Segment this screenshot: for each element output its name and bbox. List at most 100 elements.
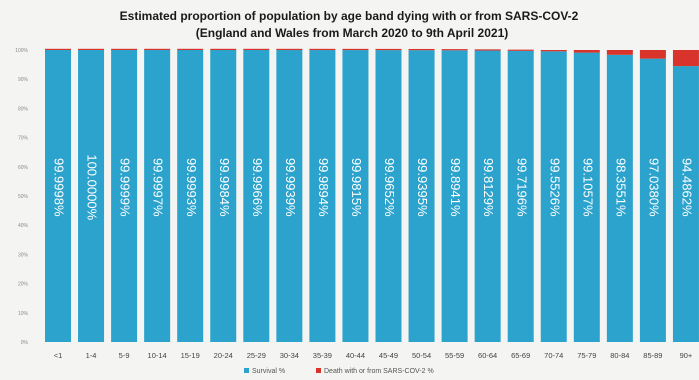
x-axis: <1 1-4 5-9 10-14 15-19 20-24 25-29 30-34 35-39 40… (54, 351, 693, 360)
legend-label-death: Death with or from SARS-COV-2 % (324, 368, 434, 375)
chart-title: Estimated proportion of population by ag… (120, 9, 579, 23)
bar-death (111, 48, 138, 51)
bar-death (243, 48, 270, 51)
bar-survival (573, 52, 600, 342)
x-tick-label: 70-74 (544, 351, 563, 360)
y-tick-label: 20% (18, 282, 29, 288)
y-tick-label: 80% (18, 106, 29, 112)
x-tick-label: 80-84 (610, 351, 629, 360)
data-label: 99.9894% (316, 158, 331, 217)
legend-swatch-survival (244, 368, 249, 373)
bar-death (144, 48, 171, 51)
bar-survival (342, 50, 369, 343)
x-tick-label: 20-24 (214, 351, 233, 360)
x-tick-label: 55-59 (445, 351, 464, 360)
data-label: 99.9939% (283, 158, 298, 217)
data-label: 94.4862% (680, 158, 695, 217)
bar-survival (375, 50, 402, 342)
bar-death (474, 49, 501, 51)
y-axis: 0% 10% 20% 30% 40% 50% 60% 70% 80% 90% 100% (15, 48, 28, 346)
data-label: 99.7196% (514, 158, 529, 217)
y-tick-label: 50% (18, 194, 29, 200)
bar-death (606, 50, 633, 55)
data-label: 99.8941% (448, 158, 463, 217)
y-tick-label: 40% (18, 223, 29, 229)
bar-survival (672, 66, 699, 343)
bar-death (441, 49, 468, 51)
bar-death (408, 48, 435, 51)
bar-survival (408, 50, 435, 342)
bar-death (375, 48, 402, 51)
data-label: 99.9993% (184, 158, 199, 217)
bar-survival (639, 58, 666, 342)
bars: 99.9998% 100.0000% 99.9999% 99.9997% 99.9993… (45, 48, 699, 343)
x-tick-label: 25-29 (247, 351, 266, 360)
bar-death (672, 50, 699, 67)
bar-death (45, 48, 71, 51)
bar-survival (111, 50, 138, 342)
x-tick-label: 65-69 (511, 351, 530, 360)
x-tick-label: 90+ (680, 351, 693, 360)
data-label: 97.0380% (646, 158, 661, 217)
x-tick-label: <1 (54, 351, 63, 360)
y-tick-label: 0% (21, 340, 29, 346)
data-label: 99.9395% (415, 158, 430, 217)
y-tick-label: 60% (18, 165, 29, 171)
bar-death (573, 50, 600, 53)
bar-survival (243, 50, 270, 343)
bar-survival (210, 50, 237, 343)
data-label: 99.1057% (580, 158, 595, 217)
bar-survival (606, 54, 633, 343)
x-tick-label: 40-44 (346, 351, 365, 360)
data-label: 99.9999% (118, 158, 133, 217)
bar-survival (441, 50, 468, 342)
x-tick-label: 15-19 (181, 351, 200, 360)
y-tick-label: 10% (18, 311, 29, 317)
data-label: 100.0000% (85, 154, 100, 220)
x-tick-label: 5-9 (119, 351, 130, 360)
bar-survival (276, 50, 303, 342)
data-label: 99.9815% (349, 158, 364, 217)
data-label: 99.9984% (217, 158, 232, 217)
x-tick-label: 10-14 (148, 351, 167, 360)
bar-survival (507, 50, 534, 343)
bar-death (78, 48, 105, 50)
y-tick-label: 90% (18, 77, 29, 83)
bar-death (276, 48, 303, 51)
legend-swatch-death (316, 368, 321, 373)
y-tick-label: 70% (18, 136, 29, 142)
x-tick-label: 30-34 (280, 351, 299, 360)
bar-death (342, 48, 369, 51)
x-tick-label: 45-49 (379, 351, 398, 360)
bar-death (309, 48, 336, 51)
bar-survival (78, 50, 105, 342)
bar-death (639, 50, 666, 59)
data-label: 99.9997% (151, 158, 166, 217)
data-label: 99.9966% (250, 158, 265, 217)
data-label: 99.8129% (481, 158, 496, 217)
bar-survival (309, 50, 336, 343)
bar-survival (540, 51, 567, 343)
data-label: 98.3551% (613, 158, 628, 217)
x-tick-label: 50-54 (412, 351, 431, 360)
bar-survival (144, 50, 171, 342)
x-tick-label: 1-4 (86, 351, 97, 360)
chart-subtitle: (England and Wales from March 2020 to 9t… (196, 26, 509, 40)
legend-label-survival: Survival % (252, 368, 285, 375)
bar-survival (474, 50, 501, 343)
data-label: 99.5526% (547, 158, 562, 217)
data-label: 99.9998% (52, 158, 67, 217)
bar-death (210, 48, 237, 51)
legend: Survival % Death with or from SARS-COV-2 … (244, 368, 434, 375)
bar-survival (177, 50, 204, 342)
bar-death (540, 50, 567, 52)
y-tick-label: 30% (18, 252, 29, 258)
y-tick-label: 100% (15, 48, 28, 54)
data-label: 99.9652% (382, 158, 397, 217)
bar-death (507, 49, 534, 51)
bar-survival (45, 50, 71, 343)
x-tick-label: 75-79 (577, 351, 596, 360)
bar-death (177, 48, 204, 51)
